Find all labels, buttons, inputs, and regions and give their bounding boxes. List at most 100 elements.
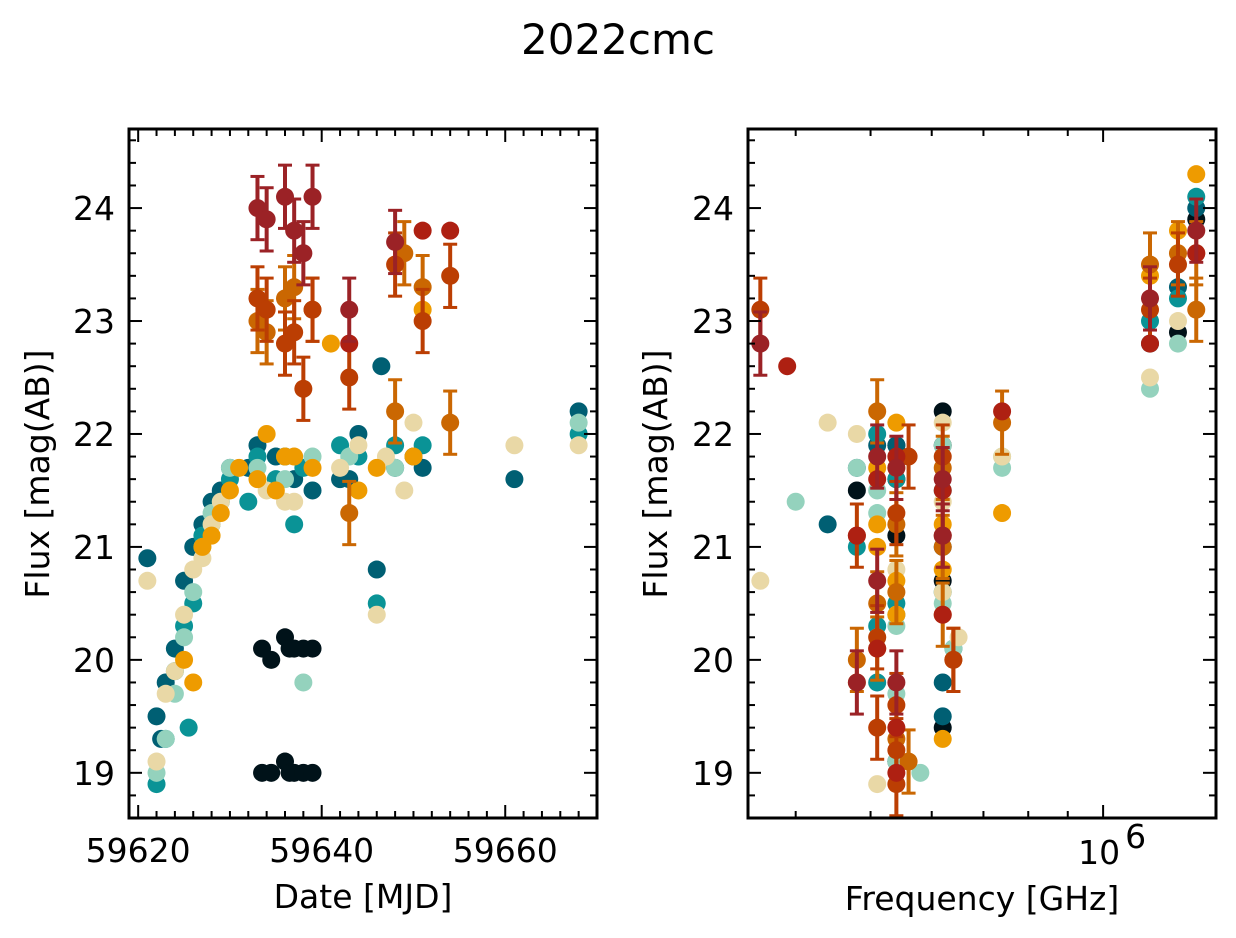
data-point [147,752,166,771]
data-point [285,447,304,466]
data-point [868,673,887,692]
data-point [175,628,194,647]
data-point [257,300,276,319]
data-point [276,187,294,206]
y-tick-label: 23 [73,302,115,341]
data-point [899,752,918,771]
data-point [285,515,304,534]
data-point [1187,165,1206,184]
data-point [179,718,198,737]
data-point [285,278,304,297]
data-point [868,447,887,466]
data-point [303,458,322,477]
data-point [413,278,432,297]
data-point [933,673,952,692]
data-point [441,413,460,432]
data-point [1141,255,1160,274]
data-point [868,639,887,658]
data-point [367,458,386,477]
y-tick-label: 22 [73,415,115,454]
data-point [887,458,906,477]
data-point [993,402,1012,421]
right-panel-sed: 19 20 21 22 23 24 10 6 Frequency [GHz] Flux [ma… [636,127,1218,918]
data-point [349,481,368,500]
data-point [202,526,221,545]
data-point [933,729,952,748]
data-point [294,379,313,398]
data-point [138,571,157,590]
data-point [147,707,166,726]
data-point [294,673,313,692]
data-point [156,684,175,703]
y-tick-label: 21 [73,528,115,567]
y-tick-label: 19 [73,754,115,793]
left-panel-frame [127,127,599,820]
data-point [1168,312,1187,331]
data-point [944,650,963,669]
data-point [230,458,249,477]
data-point [1168,289,1187,308]
data-point [349,436,368,455]
data-point [413,221,432,240]
data-point [569,413,588,432]
data-point [505,436,524,455]
data-point [367,605,386,624]
data-point [847,526,866,545]
data-point [372,357,391,376]
data-point [868,718,887,737]
data-point [887,718,906,737]
data-point [933,413,952,432]
data-point [868,775,887,794]
data-point [887,741,906,760]
data-point [847,673,866,692]
data-point [138,549,157,568]
data-point [321,334,340,353]
data-point [1168,255,1187,274]
x-tick-label-exponent: 6 [1125,817,1146,856]
data-point [441,266,460,285]
figure-title: 2022cmc [521,15,715,64]
data-point [818,413,837,432]
data-point [441,221,460,240]
data-point [404,413,423,432]
data-point [175,605,194,624]
data-point [887,763,906,782]
data-point [933,470,952,489]
data-point [386,232,405,251]
data-point [184,673,203,692]
y-tick-label: 21 [692,528,734,567]
x-tick-label: 59660 [453,831,558,870]
right-panel-ticks: 19 20 21 22 23 24 10 6 [692,129,1216,872]
data-point [303,639,322,658]
data-point [868,537,887,556]
data-point [868,571,887,590]
data-point [285,492,304,511]
data-point [751,334,770,353]
y-tick-label: 20 [692,641,734,680]
data-point [257,424,276,443]
data-point [933,707,952,726]
data-point [248,470,267,489]
data-point [285,323,304,342]
data-point [751,571,770,590]
data-point [847,424,866,443]
left-panel-light-curve: 19 20 21 22 23 24 59620 59640 59660 Date [MJD] F… [18,127,599,916]
data-point [395,481,414,500]
data-point [303,481,322,500]
data-point [887,504,906,523]
data-point [505,470,524,489]
data-point [262,763,281,782]
data-point [818,515,837,534]
data-point [340,300,359,319]
data-point [1187,300,1206,319]
data-point [887,583,906,602]
data-point [262,650,281,669]
data-point [1141,289,1160,308]
data-point [933,605,952,624]
data-point [367,560,386,579]
data-point [184,583,203,602]
y-tick-label: 24 [692,189,734,228]
data-point [220,481,239,500]
data-point [294,244,313,263]
